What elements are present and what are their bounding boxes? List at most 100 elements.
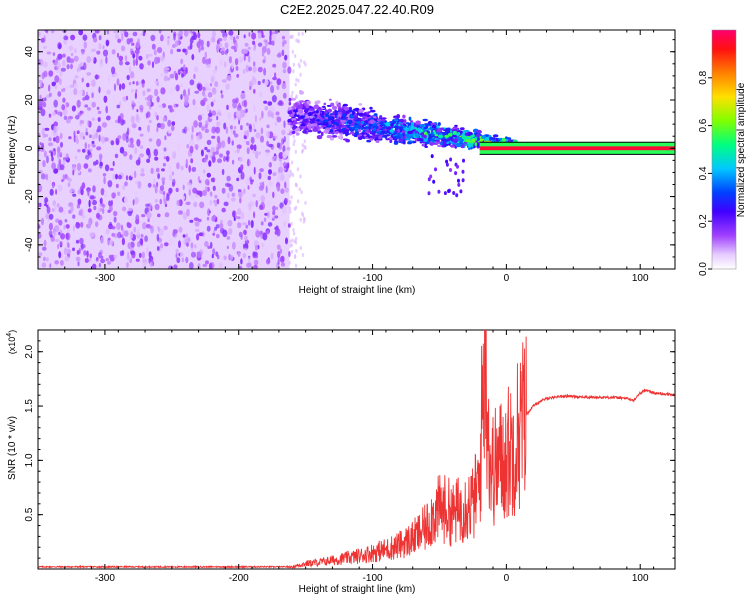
heatmap-cell xyxy=(116,222,121,230)
heatmap-cell xyxy=(57,91,62,97)
heatmap-cell xyxy=(69,45,73,52)
heatmap-cell xyxy=(291,49,294,54)
heatmap-cell xyxy=(301,253,305,257)
heatmap-cell xyxy=(52,183,55,189)
heatmap-cell xyxy=(381,130,386,134)
heatmap-cell xyxy=(252,40,256,45)
heatmap-cell xyxy=(290,249,294,254)
heatmap-cell xyxy=(272,76,278,81)
heatmap-cell xyxy=(180,165,184,171)
heatmap-cell xyxy=(232,130,236,135)
heatmap-cell xyxy=(294,149,297,154)
heatmap-cell xyxy=(202,263,208,268)
heatmap-cell xyxy=(402,140,406,145)
heatmap-cell xyxy=(398,123,401,127)
heatmap-cell xyxy=(81,182,86,190)
heatmap-cell xyxy=(60,67,66,72)
heatmap-cell xyxy=(228,56,232,64)
heatmap-cell xyxy=(62,53,66,58)
heatmap-cell xyxy=(59,141,64,148)
heatmap-cell xyxy=(235,215,238,219)
heatmap-cell xyxy=(292,134,295,139)
heatmap-cell xyxy=(289,124,293,128)
heatmap-cell xyxy=(294,82,297,87)
heatmap-cell xyxy=(243,99,248,108)
heatmap-cell xyxy=(172,229,178,234)
heatmap-cell xyxy=(277,257,280,266)
heatmap-cell xyxy=(67,242,70,248)
heatmap-cell xyxy=(189,30,192,34)
heatmap-cell xyxy=(267,222,273,227)
heatmap-cell xyxy=(113,216,117,223)
heatmap-cell xyxy=(64,219,68,223)
heatmap-cell xyxy=(251,77,257,85)
heatmap-cell xyxy=(249,86,252,90)
heatmap-cell xyxy=(191,125,194,133)
heatmap-cell xyxy=(287,66,292,74)
heatmap-cell xyxy=(363,126,369,129)
heatmap-cell xyxy=(147,60,151,66)
heatmap-cell xyxy=(173,103,176,109)
heatmap-cell xyxy=(445,127,451,132)
heatmap-cell xyxy=(226,175,231,182)
heatmap-cell xyxy=(141,83,145,88)
spectrogram-x-label: Height of straight line (km) xyxy=(299,285,416,296)
heatmap-cell xyxy=(91,134,96,140)
heatmap-cell xyxy=(354,131,360,136)
heatmap-cell xyxy=(281,83,287,90)
heatmap-cell xyxy=(262,232,268,241)
heatmap-cell xyxy=(92,144,96,148)
heatmap-cell xyxy=(98,153,103,160)
heatmap-cell xyxy=(253,46,256,51)
heatmap-cell xyxy=(452,191,456,195)
heatmap-cell xyxy=(268,41,273,45)
heatmap-cell xyxy=(60,233,66,240)
heatmap-cell xyxy=(237,103,241,112)
heatmap-cell xyxy=(182,48,187,53)
heatmap-cell xyxy=(131,100,135,105)
heatmap-cell xyxy=(111,226,116,230)
heatmap-cell xyxy=(117,115,122,124)
heatmap-cell xyxy=(100,136,106,144)
heatmap-cell xyxy=(55,189,58,195)
heatmap-cell xyxy=(40,108,46,117)
heatmap-cell xyxy=(157,213,161,218)
heatmap-cell xyxy=(63,247,68,255)
heatmap-cell xyxy=(390,123,394,127)
heatmap-cell xyxy=(398,138,404,143)
heatmap-cell xyxy=(305,114,309,119)
heatmap-cell xyxy=(268,162,272,168)
heatmap-cell xyxy=(210,101,214,107)
heatmap-cell xyxy=(135,81,139,86)
heatmap-cell xyxy=(300,123,306,127)
heatmap-cell xyxy=(194,66,199,72)
heatmap-cell xyxy=(126,262,129,268)
heatmap-cell xyxy=(40,37,45,43)
heatmap-cell xyxy=(270,85,275,94)
heatmap-cell xyxy=(140,234,144,238)
heatmap-cell xyxy=(455,193,459,198)
heatmap-cell xyxy=(98,35,102,41)
heatmap-cell xyxy=(142,90,146,96)
heatmap-cell xyxy=(277,250,281,259)
heatmap-cell xyxy=(185,158,188,167)
heatmap-cell xyxy=(299,90,304,95)
heatmap-cell xyxy=(316,135,323,140)
heatmap-cell xyxy=(302,219,306,224)
heatmap-cell xyxy=(38,58,41,65)
heatmap-cell xyxy=(375,140,380,143)
heatmap-cell xyxy=(363,122,369,125)
heatmap-cell xyxy=(443,191,447,196)
heatmap-cell xyxy=(62,159,66,166)
heatmap-cell xyxy=(105,105,108,114)
heatmap-cell xyxy=(63,115,68,120)
heatmap-cell xyxy=(176,199,181,207)
heatmap-cell xyxy=(430,122,437,126)
heatmap-cell xyxy=(172,151,177,160)
heatmap-cell xyxy=(330,102,335,107)
heatmap-cell xyxy=(51,156,54,162)
heatmap-cell xyxy=(253,61,256,67)
heatmap-cell xyxy=(294,236,298,241)
heatmap-cell xyxy=(54,260,59,265)
heatmap-cell xyxy=(222,229,228,238)
